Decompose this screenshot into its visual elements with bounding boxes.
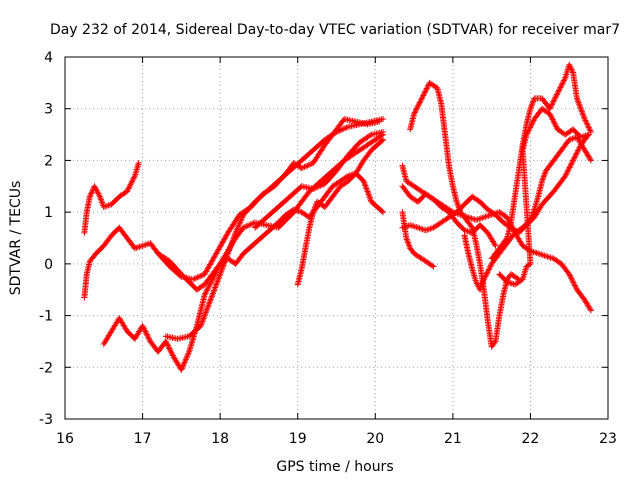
- x-tick-label: 21: [444, 431, 462, 447]
- series-markers: [155, 116, 383, 283]
- series-track-2: [81, 160, 142, 236]
- series-track-12: [461, 134, 594, 293]
- y-tick-label: 1: [44, 205, 53, 221]
- x-tick-label: 18: [211, 431, 229, 447]
- series-track-13: [488, 61, 594, 262]
- series-markers: [81, 160, 142, 236]
- series-markers: [488, 61, 594, 262]
- data-points: [81, 61, 594, 373]
- series-track-7: [294, 136, 387, 288]
- y-axis-label: SDTVAR / TECUs: [8, 181, 24, 296]
- x-tick-label: 16: [56, 431, 74, 447]
- series-track-6: [252, 128, 387, 231]
- y-tick-labels: -3 -2 -1 0 1 2 3 4: [39, 50, 53, 428]
- y-tick-label: -1: [39, 309, 53, 325]
- series-markers: [399, 183, 499, 249]
- series-markers: [407, 79, 522, 350]
- x-tick-label: 22: [522, 431, 540, 447]
- series-track-5: [155, 116, 383, 283]
- y-tick-label: -3: [39, 412, 53, 428]
- plot-frame: [64, 56, 609, 420]
- y-tick-label: 4: [44, 50, 53, 66]
- y-tick-label: 0: [44, 257, 53, 273]
- x-tick-labels: 16 17 18 19 20 21 22 23: [56, 431, 617, 447]
- axis-ticks: [64, 56, 609, 420]
- x-tick-label: 23: [599, 431, 617, 447]
- y-tick-label: 2: [44, 153, 53, 169]
- series-markers: [496, 105, 592, 288]
- series-markers: [252, 128, 387, 231]
- y-tick-label: -2: [39, 360, 53, 376]
- grid-lines: [65, 57, 608, 419]
- series-markers: [461, 134, 594, 293]
- series-markers: [294, 136, 387, 288]
- series-track-14: [496, 105, 592, 288]
- chart-title: Day 232 of 2014, Sidereal Day-to-day VTE…: [50, 22, 620, 38]
- x-tick-label: 20: [366, 431, 384, 447]
- x-tick-label: 19: [289, 431, 307, 447]
- x-tick-label: 17: [134, 431, 152, 447]
- series-track-15: [399, 183, 499, 249]
- x-axis-label: GPS time / hours: [276, 459, 393, 475]
- series-track-11: [407, 79, 522, 350]
- y-tick-label: 3: [44, 102, 53, 118]
